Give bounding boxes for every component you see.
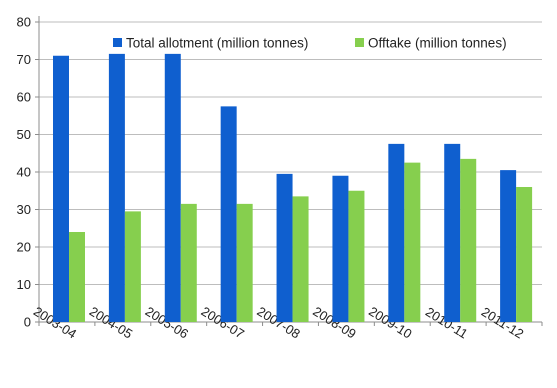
- y-tick-label: 0: [24, 315, 31, 330]
- bar-offtake-2005-06: [180, 203, 197, 322]
- y-tick-label: 40: [17, 165, 31, 180]
- bar-total-allotment-2003-04: [53, 55, 69, 322]
- legend-swatch: [113, 38, 122, 47]
- bar-total-allotment-2005-06: [164, 53, 181, 322]
- bar-offtake-2009-10: [404, 162, 421, 322]
- bar-offtake-2006-07: [236, 203, 253, 322]
- bar-offtake-2004-05: [124, 211, 141, 322]
- bar-total-allotment-2010-11: [444, 143, 461, 322]
- bars: [53, 53, 533, 322]
- bar-offtake-2011-12: [516, 187, 533, 322]
- bar-offtake-2010-11: [460, 158, 477, 322]
- bar-total-allotment-2007-08: [276, 173, 293, 322]
- bar-offtake-2003-04: [69, 232, 85, 322]
- bar-offtake-2007-08: [292, 196, 309, 322]
- y-tick-label: 80: [17, 15, 31, 30]
- y-tick-label: 50: [17, 127, 31, 142]
- y-tick-label: 10: [17, 277, 31, 292]
- y-tick-label: 70: [17, 52, 31, 67]
- legend-label: Offtake (million tonnes): [368, 36, 507, 51]
- bar-total-allotment-2011-12: [500, 170, 517, 322]
- legend-label: Total allotment (million tonnes): [126, 36, 308, 51]
- legend-swatch: [355, 38, 364, 47]
- bar-total-allotment-2004-05: [108, 53, 125, 322]
- bar-offtake-2008-09: [348, 190, 365, 322]
- bar-total-allotment-2009-10: [388, 143, 405, 322]
- legend: Total allotment (million tonnes) Offtake …: [113, 36, 507, 51]
- y-tick-label: 20: [17, 240, 31, 255]
- bar-total-allotment-2008-09: [332, 175, 349, 322]
- y-tick-label: 30: [17, 202, 31, 217]
- bar-total-allotment-2006-07: [220, 106, 237, 322]
- y-tick-label: 60: [17, 90, 31, 105]
